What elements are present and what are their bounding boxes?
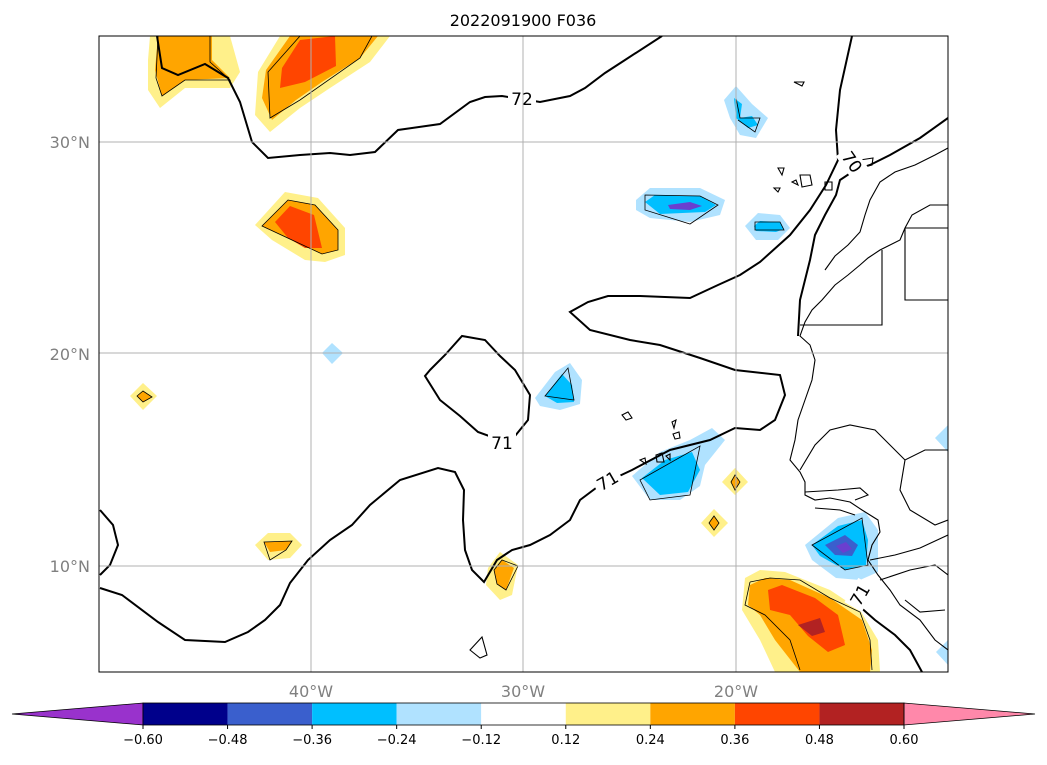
anomaly-blob-se-peak bbox=[798, 618, 825, 636]
colorbar-tick-label: 0.60 bbox=[890, 733, 919, 748]
anomaly-neg-14n-core bbox=[642, 452, 700, 495]
anomaly-blob-topcenter-inner bbox=[280, 36, 336, 88]
map-frame bbox=[98, 35, 949, 673]
anomaly-neg-11n-14w-peak bbox=[836, 542, 852, 553]
lat-label-10n: 10°N bbox=[50, 557, 90, 576]
gridlines bbox=[99, 36, 948, 672]
colorbar-segment bbox=[734, 703, 820, 725]
colorbar: −0.60 −0.48 −0.36 −0.24 −0.12 0.12 0.24 0.36 0.4… bbox=[11, 702, 1036, 748]
anomaly-neg-26n-19w-core bbox=[754, 221, 784, 232]
colorbar-tick-label: 0.12 bbox=[551, 733, 580, 748]
contour-label-71-loop: 71 bbox=[491, 434, 513, 454]
anomaly-blob-se-inner bbox=[768, 585, 845, 652]
anomaly-blob-10n-31w-core bbox=[494, 560, 514, 590]
colorbar-tick-label: −0.48 bbox=[208, 733, 248, 748]
positive-anomaly-fills bbox=[130, 36, 880, 672]
colorbar-segment bbox=[143, 703, 228, 725]
colorbar-segment bbox=[650, 703, 735, 725]
colorbar-segment bbox=[481, 703, 566, 725]
anomaly-blob-topleft-core bbox=[155, 36, 230, 96]
negative-anomaly-fills bbox=[322, 86, 948, 665]
colorbar-segment bbox=[312, 703, 397, 725]
anomaly-neg-27n-inner bbox=[668, 202, 702, 210]
colorbar-tick-label: 0.36 bbox=[720, 733, 749, 748]
colorbar-tick-label: −0.60 bbox=[123, 733, 163, 748]
colorbar-tick-label: 0.48 bbox=[805, 733, 834, 748]
anomaly-neg-31n-20w-core bbox=[734, 98, 758, 128]
coastlines bbox=[469, 81, 948, 659]
lon-label-20w: 20°W bbox=[714, 682, 758, 701]
lat-label-20n: 20°N bbox=[50, 345, 90, 364]
colorbar-tick-label: −0.36 bbox=[292, 733, 332, 748]
anomaly-neg-18n-28w-core bbox=[545, 374, 574, 403]
anomaly-blob-26n-inner bbox=[275, 206, 322, 248]
colorbar-segment bbox=[565, 703, 651, 725]
colorbar-extend-low bbox=[11, 702, 144, 726]
colorbar-segment bbox=[396, 703, 482, 725]
colorbar-segment bbox=[819, 703, 904, 725]
anomaly-blob-11n-core bbox=[264, 541, 292, 552]
figure-title: 2022091900 F036 bbox=[450, 11, 597, 30]
colorbar-segment bbox=[227, 703, 313, 725]
anomaly-neg-16n-edge bbox=[935, 425, 948, 452]
anomaly-outlines bbox=[136, 36, 873, 671]
lat-label-30n: 30°N bbox=[50, 133, 90, 152]
contour-label-72: 72 bbox=[511, 90, 533, 110]
colorbar-tick-label: 0.24 bbox=[636, 733, 665, 748]
lon-label-40w: 40°W bbox=[289, 682, 333, 701]
colorbar-tick-label: −0.24 bbox=[377, 733, 417, 748]
anomaly-neg-6n-edge bbox=[936, 640, 948, 665]
colorbar-extend-high bbox=[903, 702, 1036, 726]
colorbar-tick-label: −0.12 bbox=[461, 733, 501, 748]
lon-label-30w: 30°W bbox=[501, 682, 545, 701]
colorbar-frame bbox=[142, 702, 905, 726]
